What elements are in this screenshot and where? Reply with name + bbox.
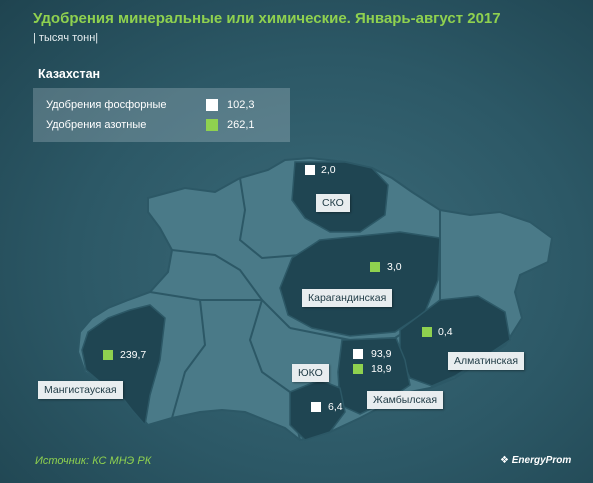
summary-row-phosphate: Удобрения фосфорные 102,3 [46,98,281,114]
summary-value-phosphate: 102,3 [227,99,255,111]
karaganda-value: 3,0 [387,261,402,273]
almaty-nitrogen-marker-icon [422,327,432,337]
mangystau-value: 239,7 [120,349,147,361]
zhambyl-phosphate-marker-icon [353,349,363,359]
uko-phosphate-marker-icon [311,402,321,412]
logo-text: EnergyProm [511,455,572,466]
zhambyl-label: Жамбылская [367,391,444,409]
summary-label-nitrogen: Удобрения азотные [46,119,147,131]
zhambyl-nitrogen-value: 18,9 [371,363,392,375]
uko-label: ЮКО [292,364,329,382]
summary-value-nitrogen: 262,1 [227,119,255,131]
karaganda-nitrogen-marker-icon [370,262,380,272]
karaganda-label: Карагандинская [302,289,393,307]
zhambyl-nitrogen-marker-icon [353,364,363,374]
mangystau-label: Мангистауская [38,381,123,399]
mangystau-nitrogen-marker-icon [103,350,113,360]
sko-label: СКО [316,194,350,212]
almaty-label: Алматинская [448,352,525,370]
summary-panel: Удобрения фосфорные 102,3 Удобрения азот… [33,88,290,142]
region-mangystau [81,304,166,427]
energyprom-logo: ❖ EnergyProm [500,455,571,466]
summary-row-nitrogen: Удобрения азотные 262,1 [46,118,281,134]
summary-region-name: Казахстан [38,67,101,81]
unit-label: | тысяч тонн| [33,32,99,44]
sko-phosphate-marker-icon [305,165,315,175]
chart-title: Удобрения минеральные или химические. Ян… [33,10,501,27]
almaty-value: 0,4 [438,326,453,338]
phosphate-swatch-icon [206,99,218,111]
summary-label-phosphate: Удобрения фосфорные [46,99,167,111]
zhambyl-phosphate-value: 93,9 [371,348,392,360]
source-note: Источник: КС МНЭ РК [35,455,152,467]
uko-value: 6,4 [328,401,343,413]
logo-mark-icon: ❖ [500,455,512,466]
sko-value: 2,0 [321,164,336,176]
nitrogen-swatch-icon [206,119,218,131]
